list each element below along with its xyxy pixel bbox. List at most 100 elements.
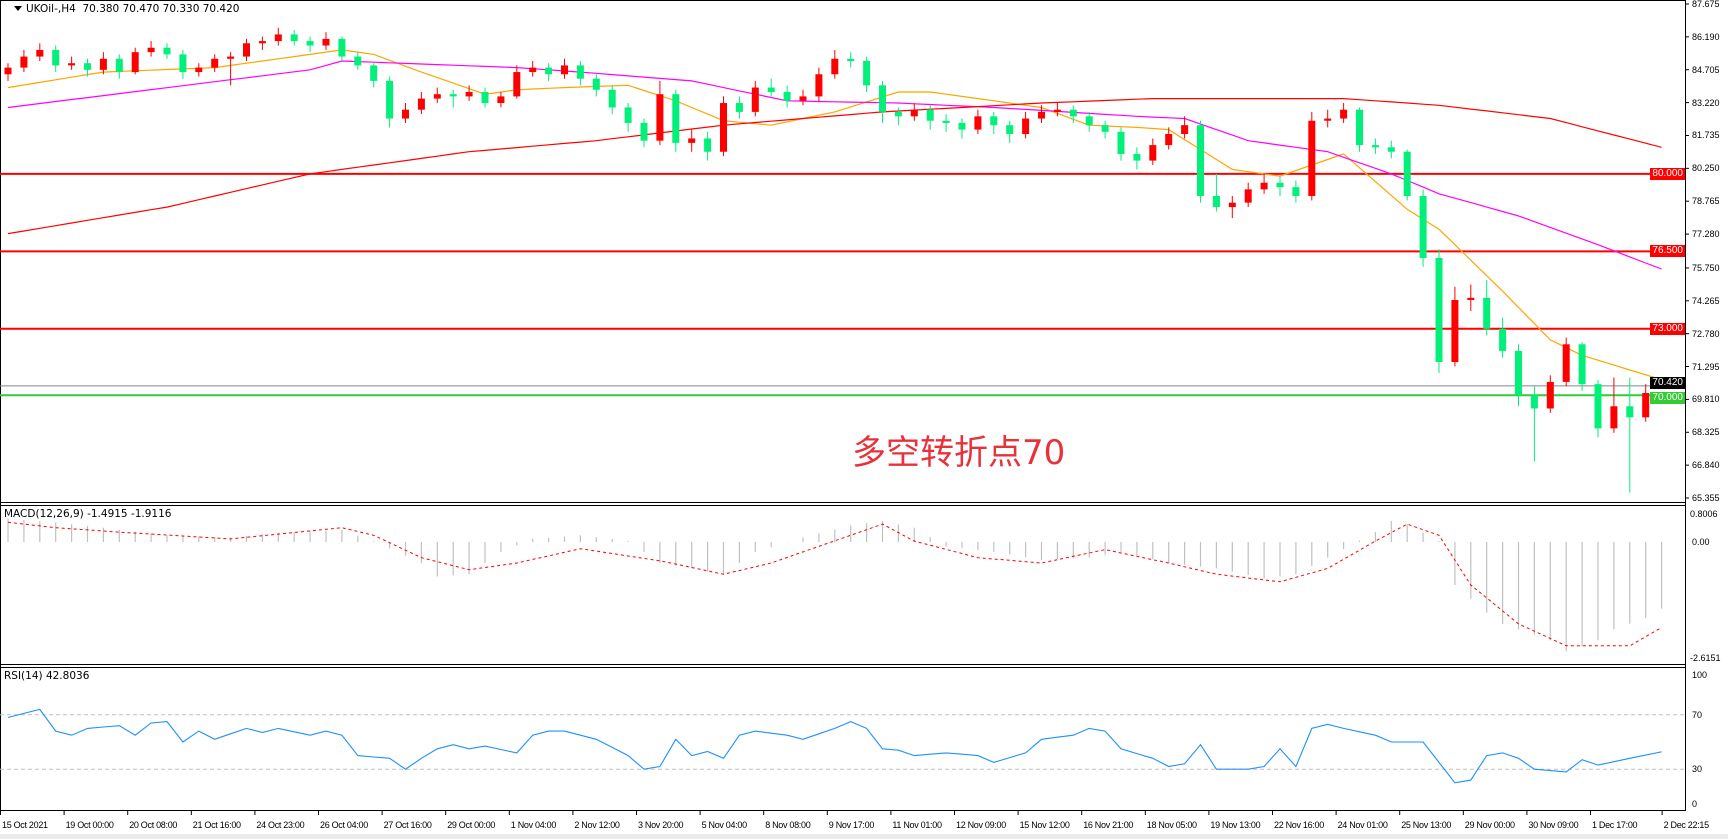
time-tick-label: 24 Nov 01:00 <box>1337 820 1388 830</box>
candle-up <box>1165 134 1173 146</box>
candle-up <box>4 67 12 75</box>
candle-up <box>36 49 44 57</box>
candle-down <box>84 63 91 70</box>
price-tick-label: 87.675 <box>1692 0 1720 9</box>
time-tick-label: 19 Nov 13:00 <box>1210 820 1261 830</box>
moving-average-fast <box>7 49 1662 381</box>
candle-up <box>1562 344 1570 382</box>
symbol-label: UKOil-,H4 <box>26 3 76 15</box>
candle-down <box>338 38 346 57</box>
time-tick-label: 1 Nov 04:00 <box>510 820 557 830</box>
candle-down <box>735 103 743 112</box>
candle-up <box>831 58 839 75</box>
time-tick-label: 27 Oct 16:00 <box>383 820 432 830</box>
time-tick-label: 25 Nov 13:00 <box>1401 820 1452 830</box>
candle-up <box>274 34 282 42</box>
macd-tick-label: 0.8006 <box>1690 509 1718 519</box>
candle-up <box>433 94 441 99</box>
rsi-tick-label: 100 <box>1692 670 1708 680</box>
moving-average-slow <box>7 98 1662 235</box>
candle-up <box>402 109 409 119</box>
moving-average-mid <box>7 60 1662 270</box>
rsi-tick-label: 0 <box>1692 799 1698 809</box>
candle-up <box>227 56 235 59</box>
candle-down <box>481 91 489 104</box>
candle-up <box>656 94 664 141</box>
time-tick-label: 8 Nov 08:00 <box>765 820 811 830</box>
time-tick-label: 9 Nov 17:00 <box>828 820 875 830</box>
candle-down <box>1594 384 1602 429</box>
candle-down <box>942 120 950 123</box>
candle-up <box>1610 406 1618 429</box>
price-tick-label: 75.750 <box>1692 262 1720 273</box>
candle-down <box>783 91 791 101</box>
candle-down <box>163 47 171 55</box>
candle-up <box>1642 392 1650 418</box>
candle-up <box>688 138 696 143</box>
time-tick-label: 29 Nov 00:00 <box>1464 820 1515 830</box>
candle-up <box>1308 120 1316 197</box>
candle-up <box>1451 300 1459 362</box>
dropdown-triangle-icon[interactable] <box>14 6 22 11</box>
candle-down <box>370 65 378 81</box>
level-badge-80.000: 80.000 <box>1650 167 1685 180</box>
candle-up <box>513 72 521 97</box>
time-tick-label: 21 Oct 16:00 <box>192 820 241 830</box>
candle-down <box>1371 145 1379 148</box>
time-tick-label: 5 Nov 04:00 <box>701 820 748 830</box>
candle-down <box>863 60 871 86</box>
candle-up <box>529 67 537 73</box>
candle-up <box>751 87 759 112</box>
candle-down <box>1435 257 1443 362</box>
macd-tick-label: 0.00 <box>1692 537 1710 547</box>
time-tick-label: 19 Oct 00:00 <box>65 820 114 830</box>
candle-up <box>99 58 107 70</box>
candle-down <box>1419 196 1427 258</box>
candle-up <box>211 58 219 68</box>
candle-down <box>1117 131 1125 154</box>
candle-up <box>497 96 505 104</box>
pivot-annotation: 多空转折点70 <box>852 433 1066 473</box>
candle-down <box>545 67 553 75</box>
candle-down <box>1626 406 1634 418</box>
candle-down <box>1101 125 1109 132</box>
candle-up <box>1546 381 1554 409</box>
time-tick-label: 29 Oct 00:00 <box>447 820 496 830</box>
time-tick-label: 15 Oct 2021 <box>2 820 48 830</box>
candle-down <box>894 111 902 117</box>
candle-down <box>624 107 632 123</box>
time-tick-label: 12 Nov 09:00 <box>956 820 1006 830</box>
candle-down <box>306 41 314 46</box>
rsi-tick-label: 30 <box>1692 764 1703 775</box>
time-tick-label: 2 Dec 22:15 <box>1663 820 1710 830</box>
candle-down <box>179 54 187 73</box>
window-bottom-border <box>0 834 1728 839</box>
candle-down <box>1085 116 1093 126</box>
level-badge-70.420: 70.420 <box>1650 376 1685 389</box>
rsi-line <box>7 708 1662 784</box>
candle-down <box>1006 125 1014 135</box>
macd-tick-label: -2.6151 <box>1690 653 1721 663</box>
candle-down <box>1212 196 1220 208</box>
candle-up <box>20 56 28 68</box>
candle-down <box>290 34 298 42</box>
candle-down <box>704 138 712 152</box>
candle-down <box>926 109 934 121</box>
level-badge-76.500: 76.500 <box>1650 245 1685 258</box>
macd-title: MACD(12,26,9) -1.4915 -1.9116 <box>4 508 172 520</box>
candle-down <box>958 122 966 130</box>
candle-up <box>1053 109 1061 112</box>
price-tick-label: 68.325 <box>1692 427 1720 438</box>
price-tick-label: 74.265 <box>1692 295 1720 306</box>
candle-up <box>815 74 823 97</box>
candle-up <box>1022 118 1030 135</box>
candle-up <box>68 63 76 66</box>
candle-down <box>1530 395 1538 409</box>
candle-up <box>131 52 139 73</box>
candle-down <box>608 89 616 108</box>
time-tick-label: 18 Nov 05:00 <box>1146 820 1197 830</box>
plot-frame <box>0 0 1686 811</box>
candle-down <box>1387 147 1395 152</box>
candle-up <box>1038 111 1045 119</box>
